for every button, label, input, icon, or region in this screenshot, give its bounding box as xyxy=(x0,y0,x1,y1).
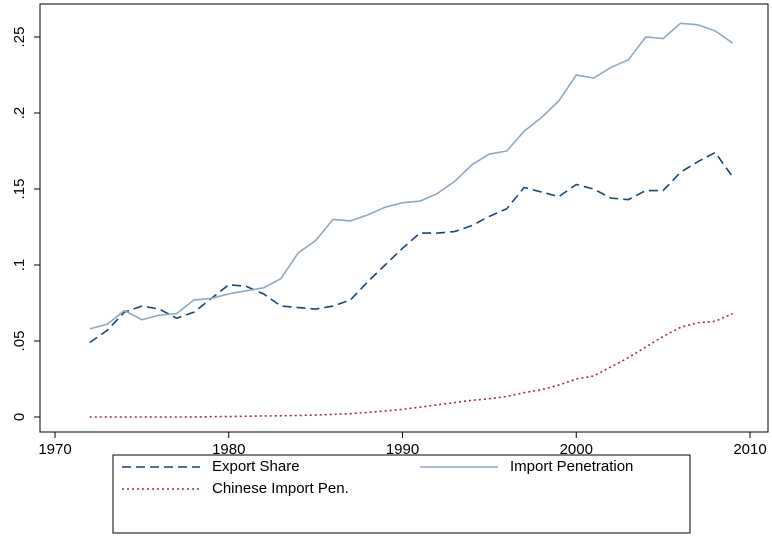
y-tick-label: .05 xyxy=(11,331,28,352)
series-line xyxy=(89,151,734,344)
legend-label: Import Penetration xyxy=(510,458,633,475)
legend-label: Chinese Import Pen. xyxy=(212,480,349,497)
plot-frame xyxy=(39,3,769,433)
series-line xyxy=(89,312,733,418)
x-tick-label: 2000 xyxy=(560,441,593,458)
x-tick-label: 1990 xyxy=(386,441,419,458)
x-tick-label: 1980 xyxy=(212,441,245,458)
x-tick-label: 1970 xyxy=(38,441,71,458)
y-tick-label: .15 xyxy=(11,179,28,200)
y-tick-label: .1 xyxy=(11,259,28,272)
legend-label: Export Share xyxy=(212,458,300,475)
y-tick-label: .2 xyxy=(11,107,28,120)
legend-box xyxy=(112,454,691,534)
series-line xyxy=(89,22,734,330)
x-tick-label: 2010 xyxy=(733,441,766,458)
y-tick-label: 0 xyxy=(11,413,28,421)
y-tick-label: .25 xyxy=(11,27,28,48)
